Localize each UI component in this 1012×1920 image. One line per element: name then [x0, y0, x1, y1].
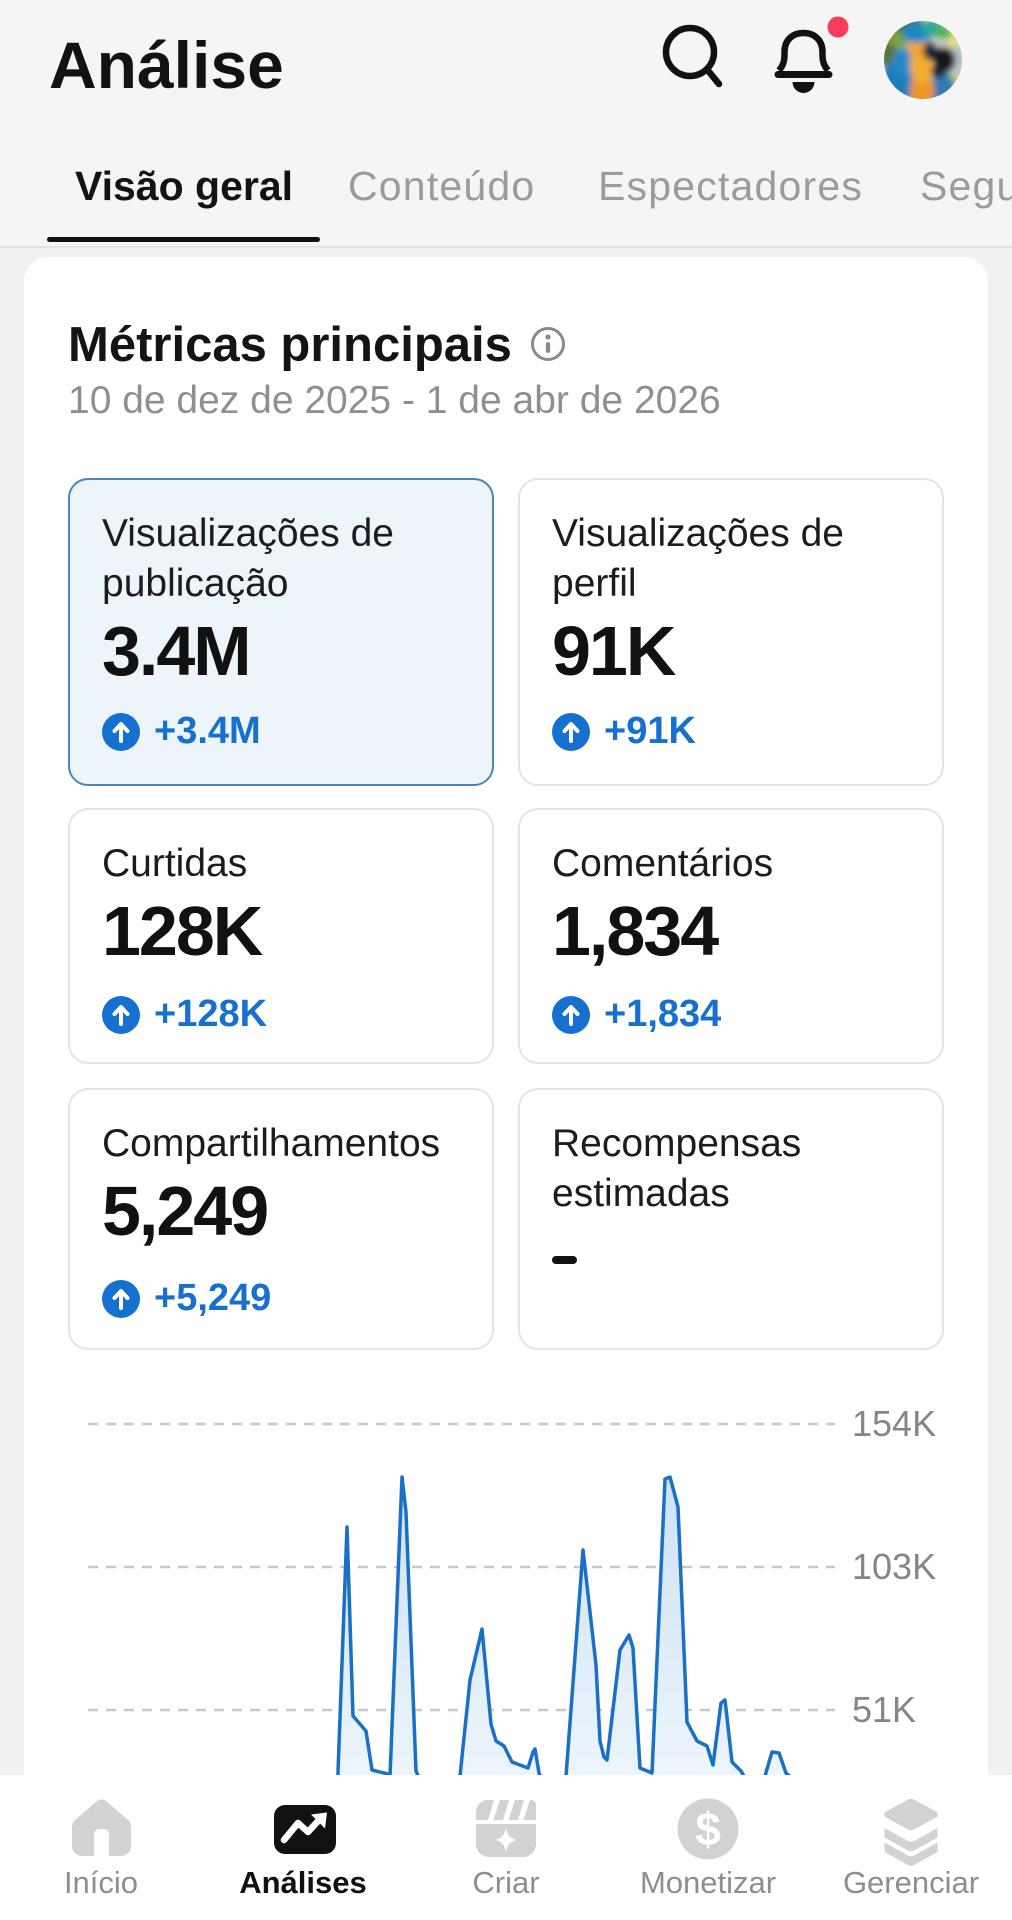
svg-text:103K: 103K — [852, 1546, 936, 1587]
svg-text:154K: 154K — [852, 1403, 936, 1444]
svg-text:51K: 51K — [852, 1689, 916, 1730]
svg-text:$: $ — [695, 1803, 721, 1855]
